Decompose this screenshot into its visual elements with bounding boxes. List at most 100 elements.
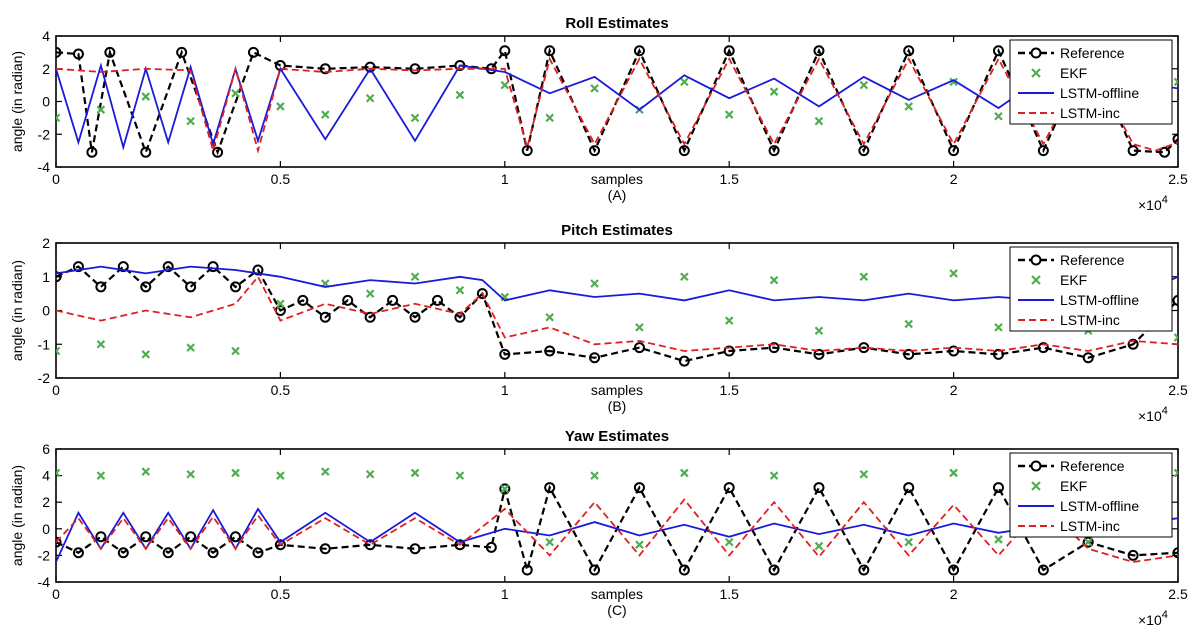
data-point-cross: [500, 484, 510, 494]
data-point-circle: [858, 564, 870, 576]
x-exponent-power: 4: [1162, 609, 1168, 621]
data-point-cross: [590, 84, 599, 93]
data-point-circle: [72, 547, 84, 559]
data-point-circle: [364, 311, 376, 323]
x-exponent-base: ×10: [1138, 612, 1162, 628]
x-tick-label: 2.5: [1168, 382, 1188, 398]
data-point-cross: [635, 540, 644, 550]
x-exponent-base: ×10: [1138, 197, 1162, 213]
y-tick-label: 2: [42, 61, 50, 77]
data-point-circle: [72, 48, 84, 60]
data-point-circle: [678, 145, 690, 157]
legend-label: EKF: [1060, 478, 1087, 494]
data-point-cross: [56, 346, 61, 356]
y-tick-label: 4: [42, 28, 50, 44]
data-point-cross: [141, 350, 151, 359]
data-point-circle: [903, 348, 915, 360]
legend-marker-cross: [1031, 275, 1041, 285]
chart-title: Yaw Estimates: [565, 428, 669, 445]
legend-marker-cross: [1031, 68, 1041, 78]
data-point-cross: [769, 275, 779, 285]
x-axis-label: samples: [591, 586, 643, 602]
data-point-circle: [140, 531, 152, 543]
data-point-circle: [589, 564, 601, 576]
y-tick-label: 0: [42, 521, 50, 537]
data-point-cross: [949, 77, 958, 87]
data-point-cross: [724, 537, 734, 547]
data-point-cross: [904, 102, 913, 111]
y-tick-label: -4: [38, 574, 51, 590]
legend-label: EKF: [1060, 65, 1087, 81]
data-point-circle: [948, 145, 960, 157]
data-point-circle: [252, 547, 264, 559]
x-tick-label: 1: [501, 382, 509, 398]
x-tick-label: 0.5: [271, 586, 291, 602]
legend: Reference EKF LSTM-offline LSTM-inc: [1009, 452, 1173, 538]
data-point-cross: [590, 279, 599, 288]
x-exponent-base: ×10: [1138, 408, 1162, 424]
y-tick-label: -1: [38, 336, 51, 352]
x-tick-label: 1.5: [719, 382, 739, 398]
data-point-circle: [176, 46, 188, 58]
data-point-cross: [994, 111, 1003, 121]
data-point-circle: [678, 564, 690, 576]
data-point-cross: [141, 92, 151, 101]
data-point-circle: [589, 145, 601, 157]
data-point-circle: [1127, 338, 1139, 350]
legend-marker-cross: [1031, 481, 1041, 491]
data-point-circle: [230, 281, 242, 293]
legend: Reference EKF LSTM-offline LSTM-inc: [1009, 246, 1173, 332]
legend-label: LSTM-inc: [1060, 105, 1120, 121]
data-point-circle: [723, 45, 735, 57]
data-point-cross: [1173, 468, 1178, 478]
plot-area: [56, 467, 1178, 576]
series-line: [56, 498, 1178, 563]
x-exponent: ×104: [1138, 194, 1168, 213]
data-point-cross: [96, 471, 106, 480]
data-point-cross: [994, 535, 1003, 544]
x-tick-label: 1: [501, 586, 509, 602]
data-point-circle: [521, 145, 533, 157]
data-point-circle: [207, 261, 219, 273]
y-tick-label: -2: [38, 126, 51, 142]
data-point-circle: [56, 271, 62, 283]
y-tick-label: 2: [42, 494, 50, 510]
data-point-cross: [680, 77, 689, 87]
panel-label: (C): [607, 602, 626, 618]
data-point-circle: [95, 531, 107, 543]
data-point-cross: [814, 116, 824, 126]
data-point-circle: [185, 281, 197, 293]
series-reference: [56, 45, 1178, 158]
legend-item: Reference: [1018, 45, 1125, 61]
data-point-circle: [319, 63, 331, 75]
legend: Reference EKF LSTM-offline LSTM-inc: [1009, 39, 1173, 125]
plot-area: [56, 45, 1178, 158]
data-point-circle: [544, 345, 556, 357]
data-point-circle: [633, 482, 645, 494]
data-point-cross: [455, 90, 465, 100]
series-line: [56, 47, 1178, 156]
legend-label: LSTM-offline: [1060, 85, 1139, 101]
data-point-circle: [1127, 549, 1139, 561]
data-point-cross: [455, 471, 465, 480]
data-point-cross: [455, 285, 465, 295]
data-point-cross: [724, 110, 734, 119]
data-point-circle: [319, 543, 331, 555]
data-point-cross: [56, 113, 61, 123]
data-point-circle: [162, 547, 174, 559]
y-tick-label: 2: [42, 235, 50, 251]
x-tick-label: 2: [950, 171, 958, 187]
data-point-circle: [1037, 564, 1049, 576]
data-point-cross: [724, 316, 734, 325]
data-point-cross: [1173, 333, 1178, 342]
data-point-cross: [680, 272, 689, 282]
x-tick-label: 0.5: [271, 171, 291, 187]
data-point-circle: [589, 352, 601, 364]
panel-roll: Roll Estimates 0 0.5 1 1.5 2 2.5 -4 -2 0 2 4 samples…: [9, 15, 1188, 213]
legend-label: Reference: [1060, 252, 1125, 268]
data-point-circle: [1159, 146, 1171, 158]
data-point-cross: [186, 343, 195, 352]
data-point-cross: [814, 541, 824, 551]
x-tick-label: 1.5: [719, 586, 739, 602]
series-lstm-inc: [56, 275, 1178, 352]
